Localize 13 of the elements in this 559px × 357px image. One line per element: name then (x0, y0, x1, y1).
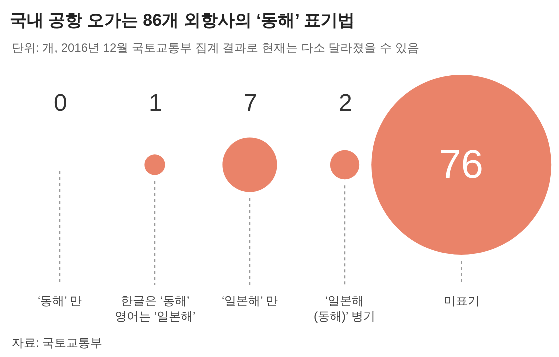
text: 단위: 개, 2016년 12월 국토교통부 집계 결과로 현재는 다소 달라졌을 수 있음 (12, 41, 420, 55)
data-label: 1 (149, 90, 162, 117)
category-label: 미표기 (444, 294, 480, 308)
category-label: ‘일본해 (동해)’ 병기 (314, 294, 376, 324)
category-label: ‘일본해’ 만 (222, 294, 278, 308)
data-label: 76 (439, 143, 484, 187)
data-label: 2 (339, 90, 352, 117)
category-label: ‘동해’ 만 (38, 294, 82, 308)
text: 국내 공항 오가는 86개 외항사의 ‘동해’ 표기법 (10, 10, 355, 30)
text: 자료: 국토교통부 (12, 336, 103, 350)
category-label: 한글은 ‘동해’ 영어는 ‘일본해’ (115, 294, 196, 324)
data-label: 0 (54, 90, 68, 117)
data-label: 7 (244, 90, 258, 117)
